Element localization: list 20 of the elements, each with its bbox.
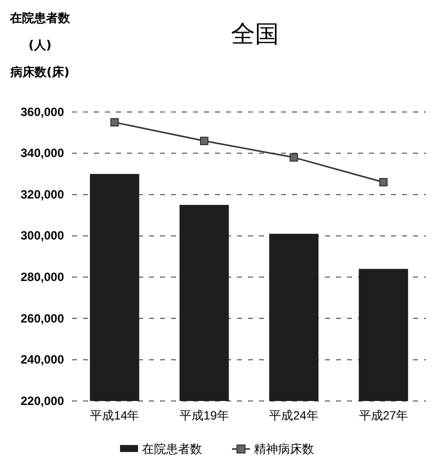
x-tick-label: 平成14年 xyxy=(90,408,140,423)
legend-label: 精神病床数 xyxy=(254,442,314,456)
y-tick-label: 220,000 xyxy=(20,394,64,408)
point xyxy=(200,136,208,146)
x-tick-label: 平成19年 xyxy=(180,408,229,423)
y-tick-label: 320,000 xyxy=(20,187,64,202)
x-tick-label: 平成24年 xyxy=(269,408,318,423)
x-tick-label: 平成27年 xyxy=(358,408,408,423)
y-tick-label: 340,000 xyxy=(20,146,64,160)
point xyxy=(110,118,119,127)
point xyxy=(290,153,298,162)
legend-label: 在院患者数 xyxy=(142,442,202,456)
y-tick-label: 360,000 xyxy=(20,104,64,119)
y-tick-label: 280,000 xyxy=(20,270,64,284)
chart-title: 全国 xyxy=(231,20,279,48)
y-axis-title: 在院患者数 (人) 病床数(床) xyxy=(9,11,71,79)
point xyxy=(379,178,388,186)
y-tick-label: 240,000 xyxy=(20,352,64,367)
y-tick-label: 260,000 xyxy=(20,311,64,326)
y-tick-label: 300,000 xyxy=(20,228,64,243)
